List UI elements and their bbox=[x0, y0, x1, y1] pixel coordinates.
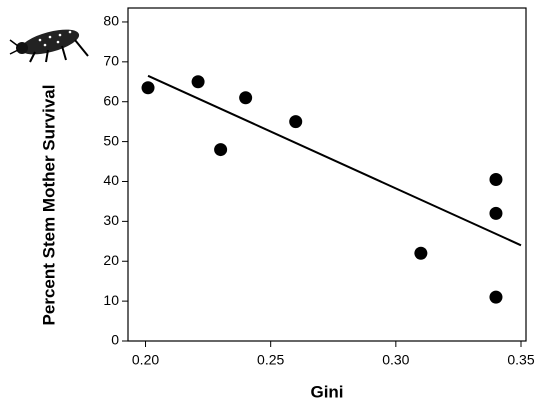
data-point bbox=[489, 290, 503, 304]
y-axis-label: Percent Stem Mother Survival bbox=[39, 85, 58, 326]
y-tick-label: 50 bbox=[103, 132, 119, 148]
x-tick-label: 0.20 bbox=[132, 352, 159, 368]
x-tick-label: 0.35 bbox=[507, 352, 534, 368]
y-tick-label: 30 bbox=[103, 212, 119, 228]
y-tick-label: 60 bbox=[103, 92, 119, 108]
insect-icon bbox=[9, 29, 89, 63]
x-axis-label: Gini bbox=[310, 382, 343, 401]
y-tick-label: 40 bbox=[103, 172, 119, 188]
x-tick-label: 0.25 bbox=[257, 352, 284, 368]
y-tick-label: 20 bbox=[103, 252, 119, 268]
data-point bbox=[141, 81, 155, 95]
data-point bbox=[191, 75, 205, 89]
data-point bbox=[414, 246, 428, 260]
y-tick-label: 0 bbox=[111, 332, 119, 348]
data-point bbox=[214, 143, 228, 157]
plot-frame bbox=[127, 7, 527, 342]
data-point bbox=[289, 115, 303, 129]
y-tick-label: 10 bbox=[103, 292, 119, 308]
x-tick-label: 0.30 bbox=[382, 352, 409, 368]
data-point bbox=[239, 91, 253, 105]
data-point bbox=[489, 172, 503, 186]
trend-line bbox=[147, 74, 522, 247]
data-point bbox=[489, 206, 503, 220]
y-tick-label: 80 bbox=[103, 13, 119, 29]
y-tick-label: 70 bbox=[103, 53, 119, 69]
